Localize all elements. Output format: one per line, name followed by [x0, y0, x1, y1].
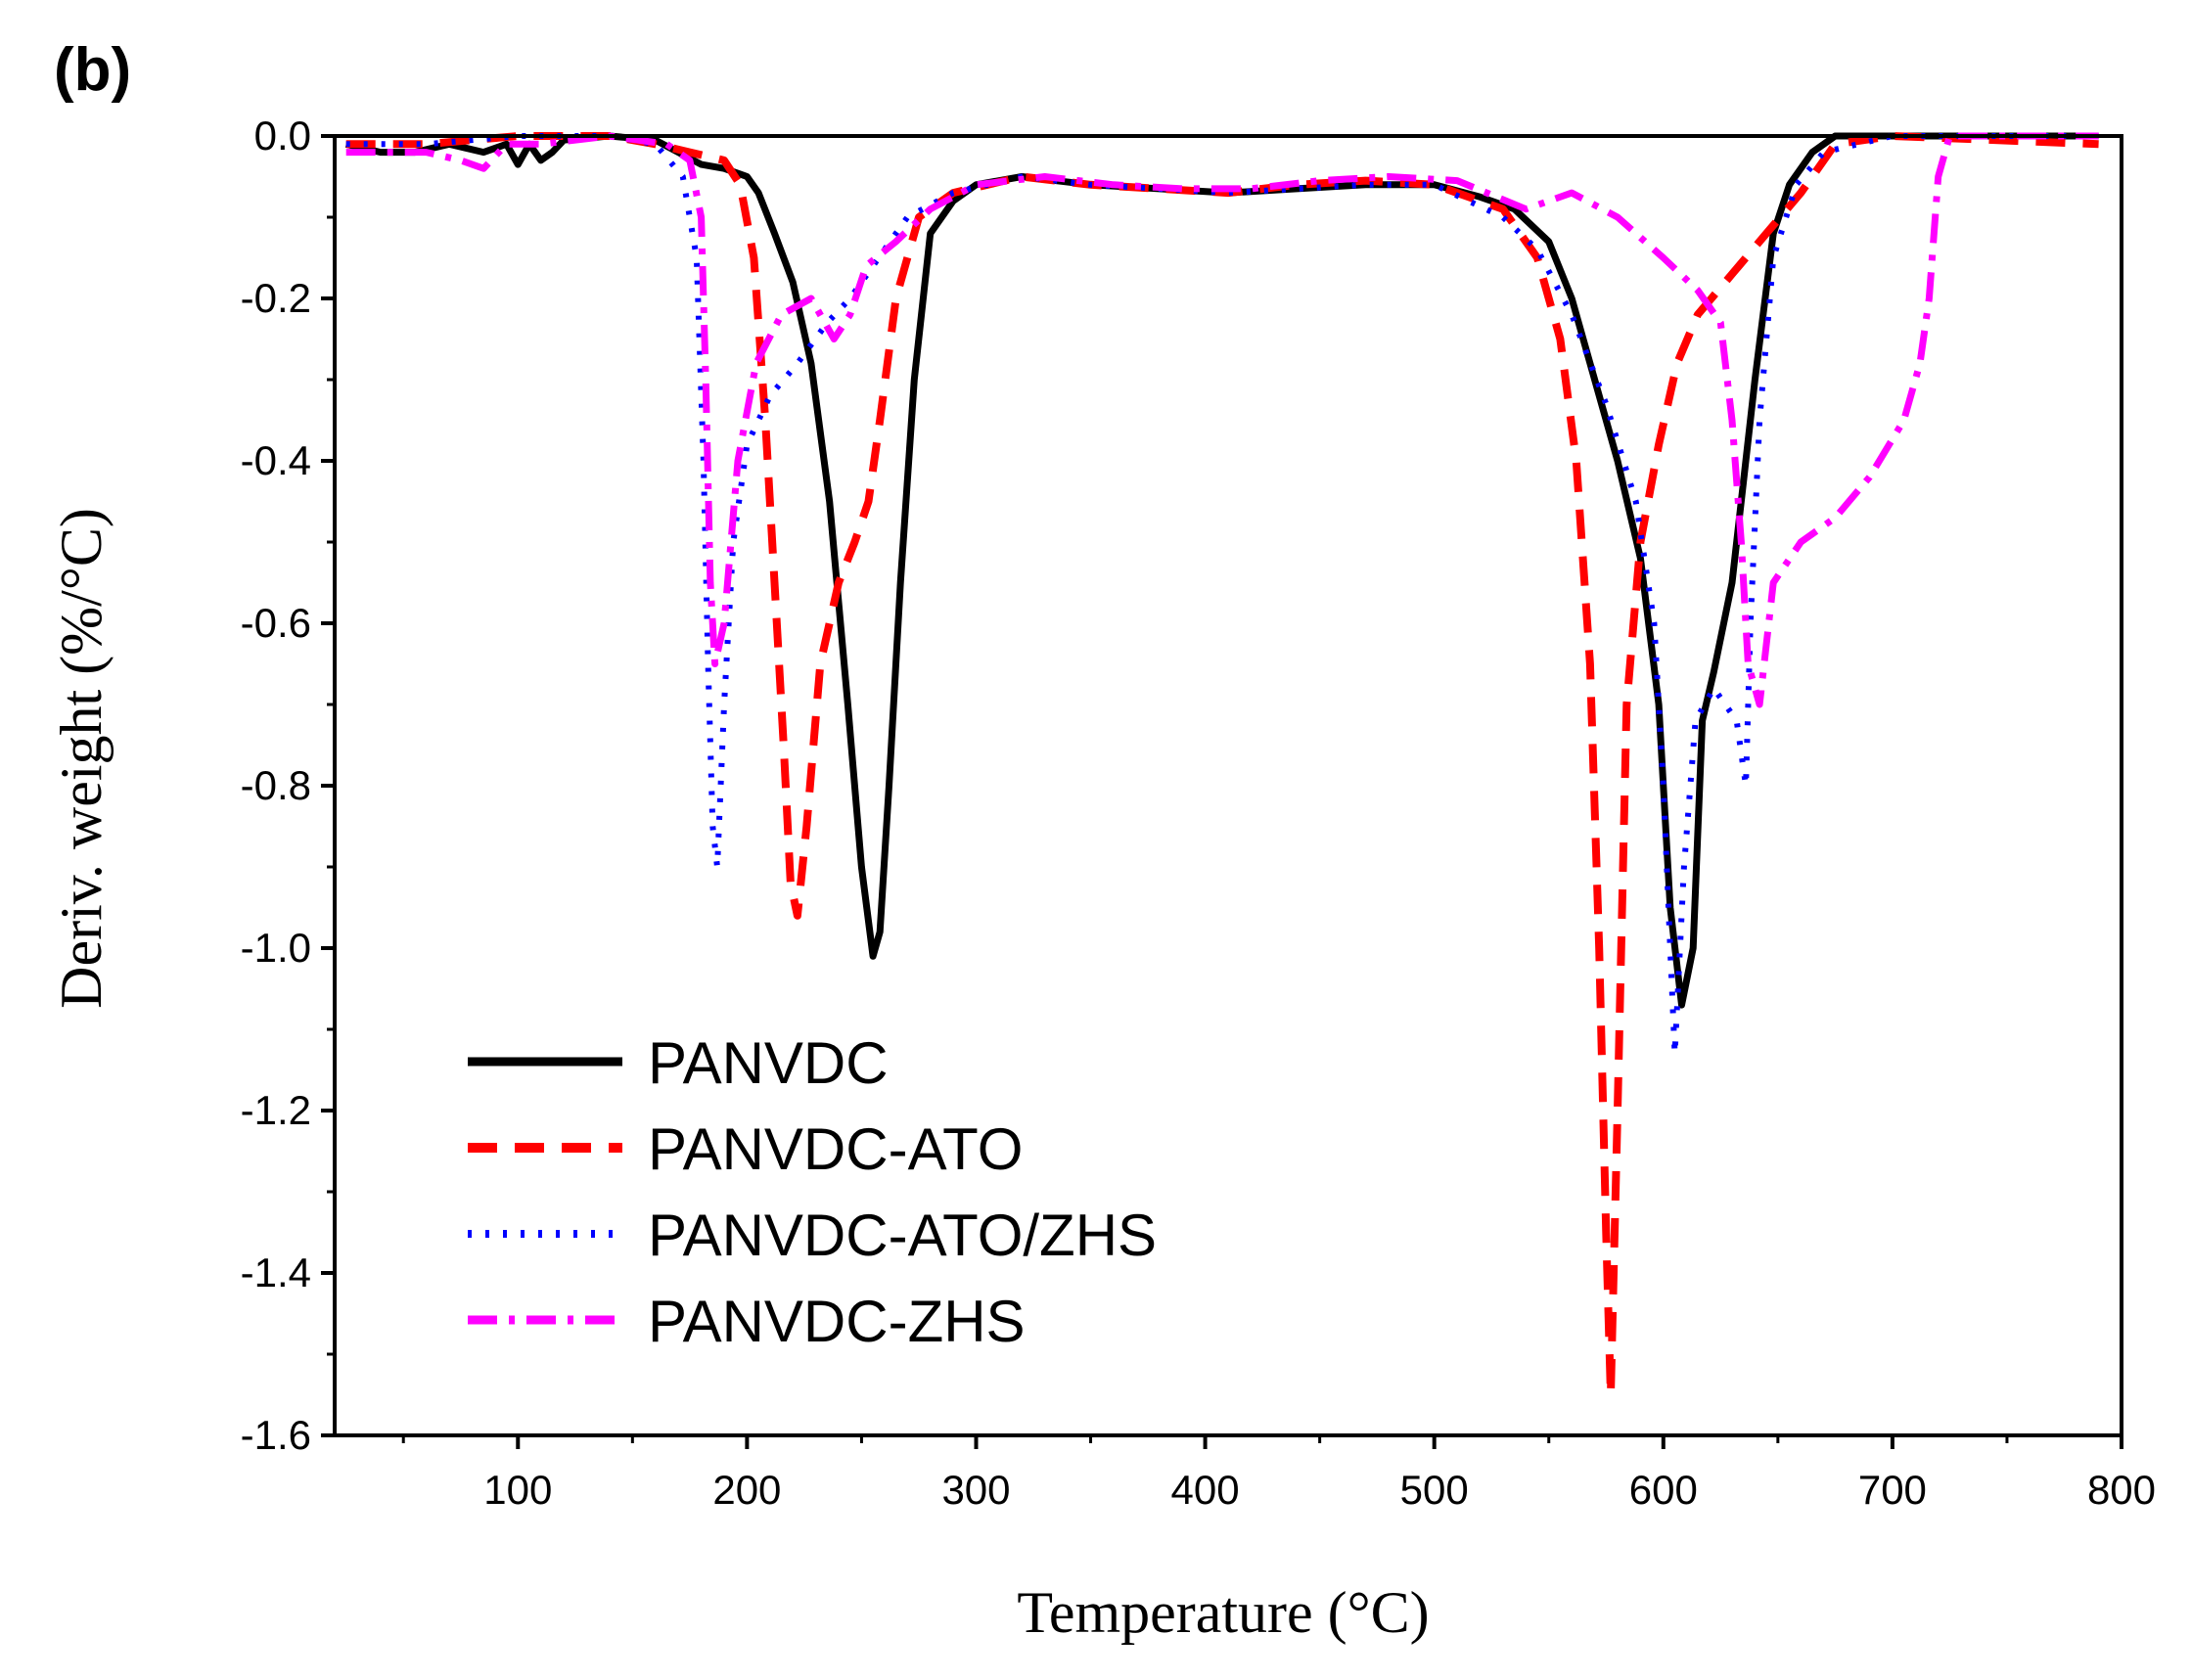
y-axis-ticks: 0.0 -0.2 -0.4 -0.6 -0.8 -1.0 -1.2 -1.4 -1.6 — [241, 113, 335, 1458]
series-line-3 — [345, 132, 2099, 708]
y-tick-label: 0.0 — [254, 113, 311, 159]
legend-label: PANVDC — [648, 1030, 889, 1096]
legend-label: PANVDC-ZHS — [648, 1289, 1026, 1354]
legend-label: PANVDC-ATO — [648, 1116, 1023, 1182]
legend: PANVDC PANVDC-ATO PANVDC-ATO/ZHS PANVDC-ZHS — [468, 1030, 1157, 1354]
y-tick-label: -1.2 — [241, 1087, 311, 1133]
x-tick-label: 400 — [1171, 1467, 1240, 1513]
x-tick-label: 800 — [2087, 1467, 2156, 1513]
y-axis-label: Deriv. weight (%/°C) — [49, 508, 114, 1009]
x-tick-label: 500 — [1400, 1467, 1469, 1513]
y-tick-label: -0.6 — [241, 600, 311, 646]
x-axis-ticks: 100 200 300 400 500 600 700 800 — [401, 1435, 2156, 1513]
x-tick-label: 200 — [712, 1467, 781, 1513]
y-tick-label: -1.0 — [241, 925, 311, 971]
y-tick-label: -1.4 — [241, 1249, 311, 1295]
x-tick-label: 100 — [483, 1467, 552, 1513]
series-line-2 — [345, 133, 2099, 1057]
series-layer — [344, 132, 2099, 1399]
panel-label: (b) — [54, 36, 131, 104]
y-tick-label: -0.8 — [241, 762, 311, 808]
plot-frame — [333, 134, 2123, 1437]
y-tick-label: -1.6 — [241, 1412, 311, 1458]
legend-label: PANVDC-ATO/ZHS — [648, 1203, 1157, 1268]
x-tick-label: 700 — [1858, 1467, 1927, 1513]
y-tick-label: -0.2 — [241, 275, 311, 321]
x-tick-label: 600 — [1629, 1467, 1698, 1513]
series-line-0 — [344, 132, 2099, 1009]
x-axis-label: Temperature (°C) — [1017, 1580, 1429, 1645]
x-tick-label: 300 — [941, 1467, 1010, 1513]
series-line-1 — [345, 132, 2099, 1399]
y-tick-label: -0.4 — [241, 437, 311, 483]
